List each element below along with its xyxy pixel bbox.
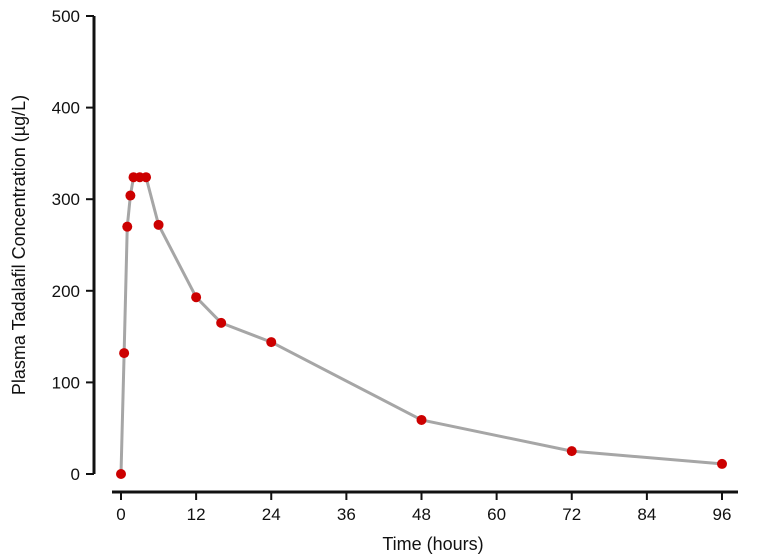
y-tick-label: 500	[52, 7, 80, 26]
x-tick-label: 48	[412, 505, 431, 524]
data-point	[125, 190, 136, 201]
y-tick-label: 0	[71, 465, 80, 484]
x-tick-label: 84	[637, 505, 656, 524]
x-tick-label: 0	[116, 505, 125, 524]
y-tick-label: 300	[52, 190, 80, 209]
data-point	[191, 292, 202, 303]
x-tick-label: 60	[487, 505, 506, 524]
axes: 0 100 200 300 400 500 0 12 24 36 48 60 72 84 96	[52, 7, 738, 524]
plot-area	[116, 172, 727, 479]
data-point	[717, 458, 727, 469]
data-point	[122, 221, 133, 232]
data-point	[416, 414, 427, 425]
y-tick-label: 400	[52, 99, 80, 118]
x-tick-label: 36	[337, 505, 356, 524]
y-axis-title: Plasma Tadalafil Concentration (µg/L)	[9, 95, 29, 395]
data-point	[216, 317, 227, 328]
x-tick-label: 96	[713, 505, 732, 524]
x-tick-label: 72	[562, 505, 581, 524]
data-point	[141, 172, 152, 183]
data-point	[566, 446, 577, 457]
data-point	[119, 348, 130, 359]
x-tick-label: 24	[262, 505, 281, 524]
data-point	[116, 469, 126, 479]
y-tick-label: 200	[52, 282, 80, 301]
x-tick-label: 12	[187, 505, 206, 524]
y-tick-label: 100	[52, 373, 80, 392]
data-point	[266, 337, 277, 348]
series-line	[119, 175, 724, 476]
data-point	[153, 219, 164, 230]
x-axis-title: Time (hours)	[382, 534, 483, 554]
y-axis-ticks: 0 100 200 300 400 500	[52, 7, 94, 484]
x-axis-ticks: 0 12 24 36 48 60 72 84 96	[116, 492, 731, 524]
